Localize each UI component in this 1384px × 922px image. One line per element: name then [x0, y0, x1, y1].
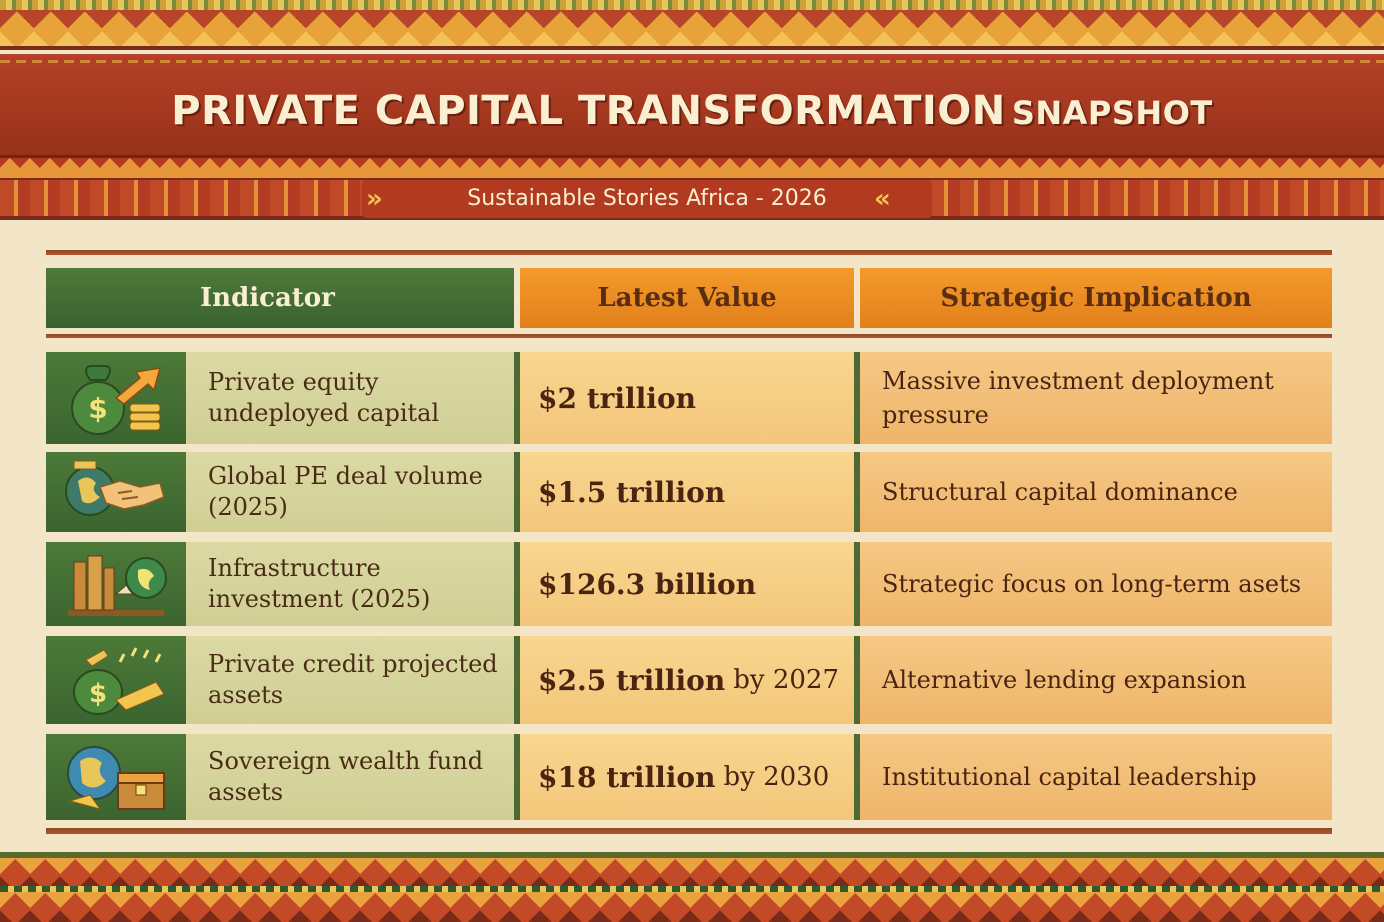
- top-border-pattern: [0, 0, 1384, 10]
- value-amount: $2 trillion: [538, 381, 696, 415]
- indicator-cell: Sovereign wealth fund assets: [186, 734, 514, 820]
- table-header-border: [46, 334, 1332, 338]
- table-row: Sovereign wealth fund assets $18 trillio…: [46, 734, 1332, 820]
- table-bottom-border: [46, 828, 1332, 834]
- column-header-indicator: Indicator: [46, 268, 514, 328]
- svg-text:$: $: [88, 392, 107, 425]
- implication-cell: Massive investment deployment pressure: [860, 352, 1332, 444]
- title-band: [0, 54, 1384, 158]
- svg-text:$: $: [89, 679, 107, 709]
- zigzag-pattern: [0, 158, 1384, 178]
- value-cell: $1.5 trillion: [520, 452, 854, 532]
- chevron-right-icon: »: [366, 184, 383, 214]
- table-top-border: [46, 250, 1332, 255]
- table-row: $ Private equity undeployed capital $2 t…: [46, 352, 1332, 444]
- value-suffix: by 2030: [723, 762, 830, 792]
- column-header-strategic-implication: Strategic Implication: [860, 268, 1332, 328]
- value-amount: $18 trillion: [538, 760, 716, 794]
- table-row: $ Private credit projected assets $2.5 t…: [46, 636, 1332, 724]
- value-amount: $1.5 trillion: [538, 475, 726, 509]
- infrastructure-globe-icon: [46, 542, 186, 626]
- indicator-cell: Private equity undeployed capital: [186, 352, 514, 444]
- top-triangle-pattern: [0, 10, 1384, 50]
- column-header-latest-value: Latest Value: [520, 268, 854, 328]
- indicator-cell: Global PE deal volume (2025): [186, 452, 514, 532]
- value-amount: $126.3 billion: [538, 567, 757, 601]
- value-cell: $18 trillion by 2030: [520, 734, 854, 820]
- value-cell: $126.3 billion: [520, 542, 854, 626]
- money-bag-growth-icon: $: [46, 352, 186, 444]
- chevron-left-icon: «: [874, 184, 891, 214]
- handshake-globe-icon: [46, 452, 186, 532]
- sovereign-globe-treasure-icon: [46, 734, 186, 820]
- indicator-table: Indicator Latest Value Strategic Implica…: [46, 250, 1332, 838]
- value-suffix: by 2027: [733, 665, 839, 695]
- implication-cell: Structural capital dominance: [860, 452, 1332, 532]
- indicator-cell: Private credit projected assets: [186, 636, 514, 724]
- table-row: Global PE deal volume (2025) $1.5 trilli…: [46, 452, 1332, 532]
- title-main: PRIVATE CAPITAL TRANSFORMATION: [171, 88, 1006, 134]
- table-row: Infrastructure investment (2025) $126.3 …: [46, 542, 1332, 626]
- subtitle-pill: [362, 180, 932, 218]
- implication-cell: Institutional capital leadership: [860, 734, 1332, 820]
- value-cell: $2 trillion: [520, 352, 854, 444]
- bottom-border-pattern: [0, 852, 1384, 922]
- page-title: PRIVATE CAPITAL TRANSFORMATION SNAPSHOT: [0, 88, 1384, 134]
- implication-cell: Strategic focus on long-term asets: [860, 542, 1332, 626]
- page-subtitle: Sustainable Stories Africa - 2026: [467, 186, 827, 211]
- title-suffix: SNAPSHOT: [1011, 94, 1213, 132]
- implication-cell: Alternative lending expansion: [860, 636, 1332, 724]
- value-cell: $2.5 trillion by 2027: [520, 636, 854, 724]
- value-amount: $2.5 trillion: [538, 663, 726, 697]
- indicator-cell: Infrastructure investment (2025): [186, 542, 514, 626]
- credit-money-bag-icon: $: [46, 636, 186, 724]
